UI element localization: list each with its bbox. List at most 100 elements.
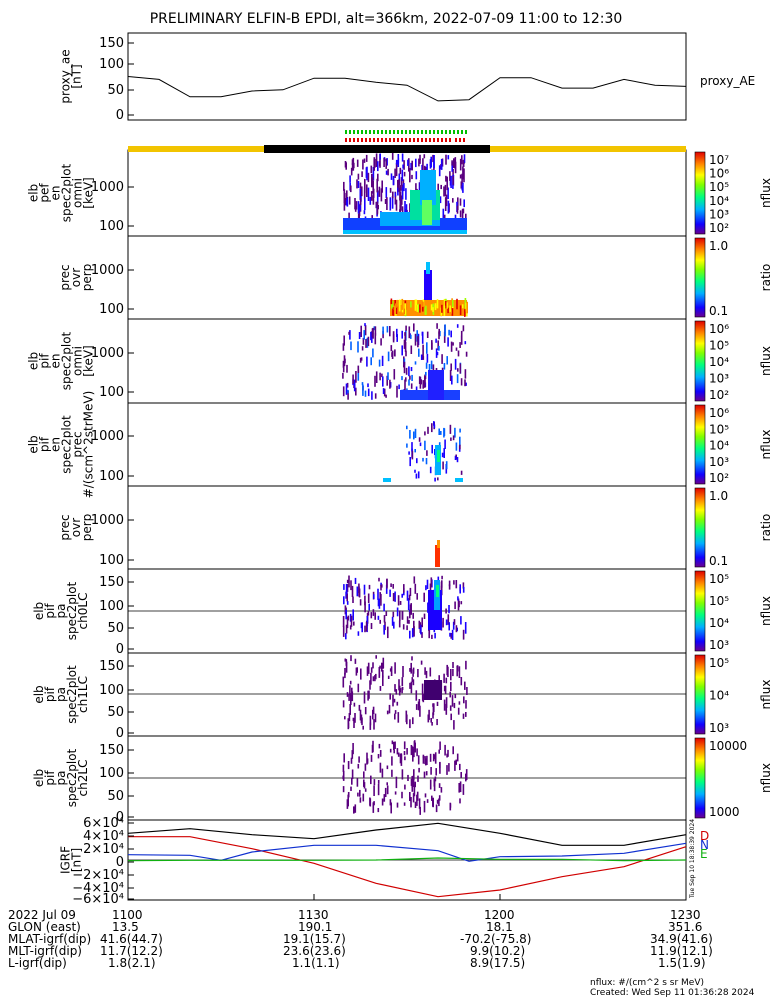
y-axis-label: pif xyxy=(43,686,57,702)
heatmap-cell xyxy=(376,190,379,204)
heatmap-cell xyxy=(405,367,408,375)
heatmap-cell xyxy=(392,191,394,199)
flag-tick-green xyxy=(385,130,387,134)
heatmap-cell xyxy=(362,793,365,802)
heatmap-cell xyxy=(394,300,396,306)
heatmap-cell xyxy=(432,712,434,719)
igrf-line-total xyxy=(127,822,687,846)
heatmap-cell xyxy=(367,611,370,616)
heatmap-cell xyxy=(362,159,364,170)
created-stamp: Created: Wed Sep 11 01:36:28 2024 xyxy=(590,988,755,998)
heatmap-cell xyxy=(418,699,421,709)
heatmap-cell xyxy=(367,383,369,388)
colorbar-tick-label: 10⁶ xyxy=(709,322,729,336)
y-tick-label: 100 xyxy=(99,683,124,698)
y-tick-label: 100 xyxy=(99,766,124,781)
colorbar-label: ratio xyxy=(759,264,773,292)
heatmap-cell xyxy=(449,424,452,434)
heatmap-cell xyxy=(403,171,406,177)
flag-tick-red xyxy=(455,138,457,142)
heatmap-cell xyxy=(423,154,426,159)
heatmap-cell xyxy=(385,187,388,199)
heatmap-cell xyxy=(352,165,354,171)
colorbar-tick-label: 10³ xyxy=(709,638,729,652)
heatmap-cell xyxy=(389,748,392,753)
orbit-row-4-label: L-igrf(dip) xyxy=(8,956,67,970)
heatmap-cell xyxy=(460,601,463,605)
y-axis-label: ch2LC xyxy=(76,760,90,797)
heatmap-cell xyxy=(422,344,424,357)
y-axis-label: [nT] xyxy=(70,64,84,88)
heatmap-cell xyxy=(379,686,382,691)
x-tick-1130: 1130 xyxy=(298,908,329,922)
heatmap-cell xyxy=(456,665,458,677)
units-note: nflux: #/(cm^2 s sr MeV) xyxy=(590,978,704,988)
heatmap-cell xyxy=(454,601,456,610)
heatmap-cell xyxy=(343,355,346,367)
y-axis-label: proxy_ae xyxy=(59,49,73,103)
heatmap-cell xyxy=(432,154,434,163)
glon-4: 351.6 xyxy=(668,920,703,934)
heatmap-cell xyxy=(357,683,360,693)
x-tick-1200: 1200 xyxy=(484,908,515,922)
orbit-row-2-label: MLAT-igrf(dip) xyxy=(8,932,92,946)
heatmap-cell xyxy=(391,153,394,160)
heatmap-cell xyxy=(365,621,368,632)
y-tick-label: 100 xyxy=(99,57,124,72)
heatmap-cell xyxy=(448,580,451,587)
heatmap-cell xyxy=(462,208,465,214)
flag-tick-green xyxy=(417,130,419,134)
heatmap-cell xyxy=(411,450,414,460)
heatmap-cell xyxy=(365,154,368,162)
heatmap-cell xyxy=(438,749,440,754)
heatmap-cell xyxy=(409,611,411,619)
heatmap-cell xyxy=(443,298,446,310)
heatmap-cell xyxy=(448,622,450,631)
flag-tick-green xyxy=(409,130,411,134)
heatmap-cell xyxy=(351,777,353,785)
heatmap-cell xyxy=(448,584,451,590)
heatmap-cell xyxy=(449,705,452,711)
heatmap-cell xyxy=(423,592,425,602)
heatmap-cell xyxy=(369,798,372,807)
flag-tick-green xyxy=(393,130,395,134)
heatmap-cell xyxy=(387,372,389,380)
heatmap-cell xyxy=(415,386,418,393)
heatmap-cell xyxy=(342,386,345,397)
heatmap-cell xyxy=(421,632,423,638)
heatmap-cell xyxy=(452,176,454,185)
y-axis-label: pif xyxy=(38,353,52,369)
heatmap-cell xyxy=(424,667,426,675)
heatmap-cell xyxy=(347,390,349,400)
heatmap-cell xyxy=(349,330,351,340)
heatmap-cell xyxy=(398,179,400,192)
heatmap-cell xyxy=(422,457,424,462)
heatmap-cell xyxy=(389,187,392,193)
heatmap-cell xyxy=(399,167,402,175)
heatmap-cell xyxy=(381,373,383,378)
heatmap-cell xyxy=(444,324,446,337)
y-tick-label: 150 xyxy=(99,659,124,674)
heatmap-cell xyxy=(379,750,382,757)
heatmap-cell xyxy=(405,350,407,357)
heatmap-cell xyxy=(392,593,395,602)
heatmap-cell xyxy=(395,162,398,177)
heatmap-cell xyxy=(422,754,425,759)
heatmap-cell xyxy=(344,668,346,675)
heatmap-cell xyxy=(393,621,395,629)
heatmap-cell xyxy=(458,600,460,608)
heatmap-cell xyxy=(367,172,370,183)
heatmap-cell xyxy=(379,619,381,624)
heatmap-cell xyxy=(364,323,366,327)
heatmap-cell xyxy=(386,158,388,166)
heatmap-cell xyxy=(356,159,359,167)
heatmap-cell xyxy=(368,690,370,699)
heatmap-cell xyxy=(441,354,443,364)
heatmap-cell xyxy=(357,341,359,353)
flag-tick-red xyxy=(449,138,451,142)
heatmap-cell xyxy=(411,656,413,661)
heatmap-cell xyxy=(409,301,411,309)
flag-tick-red xyxy=(397,138,399,142)
heatmap-cell xyxy=(396,802,399,808)
heatmap-cell xyxy=(424,270,432,300)
